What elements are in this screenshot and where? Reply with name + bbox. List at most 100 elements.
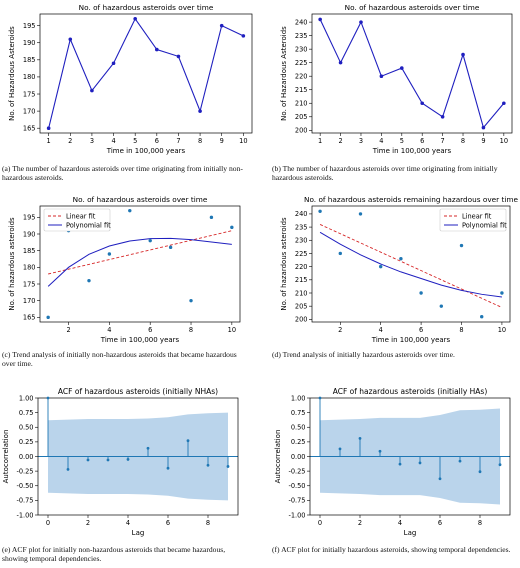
data-point <box>502 101 506 106</box>
chart-title: ACF of hazardous asteroids (initially NH… <box>58 387 218 396</box>
panel-e: ACF of hazardous asteroids (initially NH… <box>0 380 260 568</box>
y-tick-label: 225 <box>295 59 308 67</box>
panel-a: No. of hazardous asteroids over time 1 2 3 4… <box>0 0 260 190</box>
x-tick-label: 1 <box>47 137 51 145</box>
data-point <box>338 60 343 65</box>
data-point <box>378 264 383 269</box>
acf-marker <box>46 396 50 400</box>
legend-label-polynomial: Polynomial fit <box>462 221 507 229</box>
acf-marker <box>226 465 230 468</box>
y-tick-label: -0.75 <box>288 497 305 505</box>
caption-e: (e) ACF plot for initially non-hazardous… <box>2 545 226 564</box>
data-point <box>379 74 384 79</box>
y-tick-label: 215 <box>295 86 308 94</box>
data-point <box>176 54 181 59</box>
chart-d: No. of hazardous asteroids remaining haz… <box>280 195 518 344</box>
x-tick-label: 4 <box>398 519 402 527</box>
acf-marker <box>478 470 482 474</box>
x-tick-label: 10 <box>500 137 508 145</box>
y-tick-label: 175 <box>23 280 36 288</box>
y-tick-label: -1.00 <box>288 511 305 519</box>
y-axis-label: No. of hazardous asteroids <box>8 217 16 311</box>
data-point <box>128 208 132 213</box>
panel-d: No. of hazardous asteroids remaining haz… <box>270 192 520 382</box>
x-tick-label: 0 <box>46 519 50 527</box>
y-tick-label: 210 <box>295 289 308 297</box>
plot-frame <box>311 13 513 134</box>
y-tick-label: 185 <box>23 56 36 64</box>
acf-marker <box>146 446 150 450</box>
plot-frame <box>39 13 253 134</box>
data-point <box>133 16 137 21</box>
acf-marker <box>438 477 442 481</box>
data-point <box>459 243 464 248</box>
x-tick-label: 10 <box>498 326 506 334</box>
y-tick-label: 165 <box>23 125 36 133</box>
data-point <box>440 114 445 119</box>
linear-fit-line <box>48 230 232 275</box>
x-tick-label: 2 <box>86 519 90 527</box>
data-point <box>155 47 159 52</box>
y-tick-label: 220 <box>295 73 308 81</box>
x-tick-label: 8 <box>461 137 465 145</box>
x-tick-label: 2 <box>66 326 70 334</box>
x-tick-label: 9 <box>481 137 485 145</box>
x-axis-label: Time in 100,000 years <box>100 336 180 344</box>
x-tick-label: 8 <box>206 519 210 527</box>
x-tick-label: 2 <box>68 137 72 145</box>
data-point <box>318 209 322 213</box>
y-tick-label: 0.25 <box>19 438 34 446</box>
y-axis-label: No. of Hazardous Asteroids <box>8 26 16 121</box>
y-tick-label: 180 <box>23 264 36 272</box>
data-point <box>107 252 112 256</box>
y-tick-label: 200 <box>295 316 308 324</box>
data-point <box>46 315 50 320</box>
y-tick-label: -0.50 <box>16 482 33 490</box>
acf-marker <box>318 396 322 400</box>
chart-b: No. of hazardous asteroids over time 1 2 3 4… <box>280 3 513 155</box>
y-tick-label: 215 <box>295 276 308 284</box>
x-axis-label: Time in 100,000 years <box>371 336 451 344</box>
chart-f: ACF of hazardous asteroids (initially HA… <box>274 387 511 537</box>
y-tick-label: 195 <box>23 214 36 222</box>
data-point <box>359 20 363 24</box>
caption-b: (b) The number of hazardous asteroids ov… <box>272 164 498 183</box>
x-tick-label: 10 <box>228 326 236 334</box>
acf-marker <box>86 458 90 462</box>
legend-label-linear: Linear fit <box>66 212 96 220</box>
caption-d: (d) Trend analysis of initially hazardou… <box>272 350 455 359</box>
x-axis-label: Time in 100,000 years <box>106 147 186 155</box>
y-tick-label: 1.00 <box>291 394 306 402</box>
y-tick-label: 210 <box>295 100 308 108</box>
data-point <box>46 126 51 131</box>
data-point <box>461 52 465 57</box>
acf-marker <box>358 436 362 440</box>
plot-frame <box>39 205 241 323</box>
y-axis-label: Autocorrelation <box>2 430 10 484</box>
x-tick-label: 5 <box>400 137 404 145</box>
legend-label-polynomial: Polynomial fit <box>66 221 111 229</box>
y-tick-label: 225 <box>295 250 308 258</box>
data-point <box>318 17 322 22</box>
data-point <box>481 125 486 130</box>
x-tick-label: 2 <box>358 519 362 527</box>
y-tick-label: 0.75 <box>19 409 34 417</box>
series-line <box>48 17 244 129</box>
polynomial-fit-line <box>47 237 232 287</box>
data-point <box>219 23 224 28</box>
caption-f: (f) ACF plot for initially hazardous ast… <box>272 545 511 554</box>
y-tick-label: 185 <box>23 247 36 255</box>
y-tick-label: 230 <box>295 237 308 245</box>
data-point <box>399 257 403 261</box>
y-tick-label: 165 <box>23 314 36 322</box>
x-tick-label: 8 <box>459 326 463 334</box>
data-point <box>87 278 91 283</box>
data-point <box>419 291 423 295</box>
y-tick-label: 0.00 <box>19 453 34 461</box>
data-point <box>90 88 94 93</box>
series-line <box>319 19 505 129</box>
y-tick-label: 170 <box>23 107 36 115</box>
chart-c: No. of hazardous asteroids over time 2 4 6 8… <box>8 195 241 344</box>
y-tick-label: -1.00 <box>16 511 33 519</box>
x-tick-label: 8 <box>189 326 193 334</box>
